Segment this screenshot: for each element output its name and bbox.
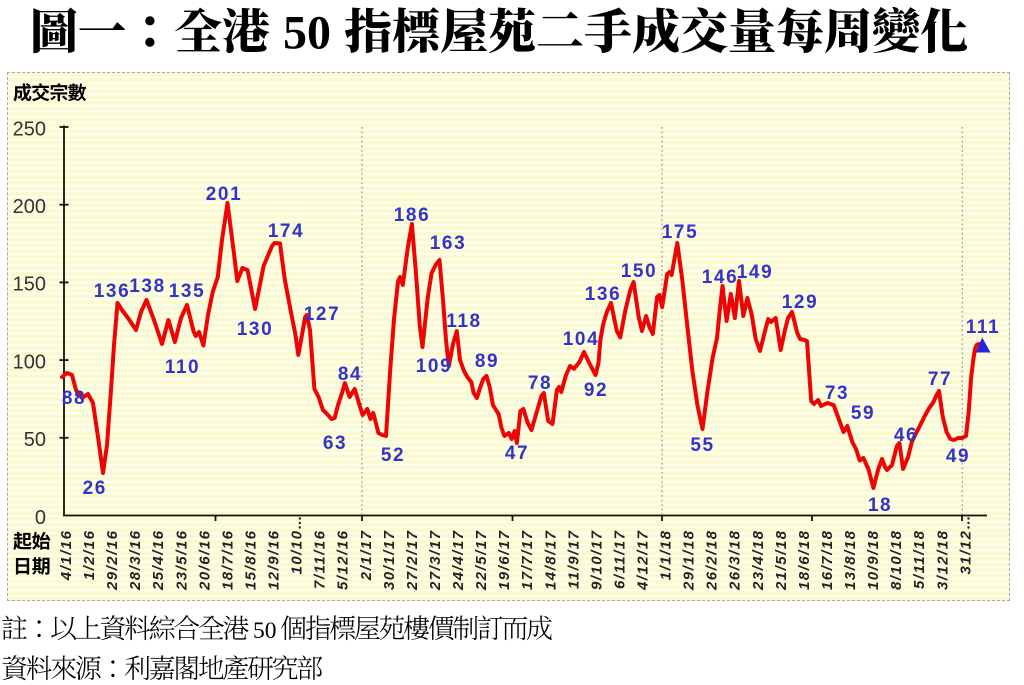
svg-text:18/7/16: 18/7/16 xyxy=(219,530,236,591)
svg-text:6/11/17: 6/11/17 xyxy=(611,530,628,589)
svg-text:50: 50 xyxy=(283,7,331,60)
svg-text:22/5/17: 22/5/17 xyxy=(473,530,490,592)
svg-text:174: 174 xyxy=(268,221,305,242)
svg-text:52: 52 xyxy=(381,445,405,466)
svg-text:92: 92 xyxy=(584,380,608,401)
svg-text:136: 136 xyxy=(94,281,131,302)
svg-text:146: 146 xyxy=(702,267,739,288)
svg-text:18: 18 xyxy=(868,495,892,516)
svg-text:129: 129 xyxy=(782,292,819,313)
svg-text:186: 186 xyxy=(394,205,431,226)
svg-text:10/10: 10/10 xyxy=(289,530,306,575)
svg-text:31/12: 31/12 xyxy=(957,530,974,575)
svg-text:13/8/18: 13/8/18 xyxy=(842,530,859,591)
svg-text:23/4/18: 23/4/18 xyxy=(750,530,767,592)
svg-text:26: 26 xyxy=(83,478,107,499)
svg-text:111: 111 xyxy=(966,317,1000,338)
svg-text:2/1/17: 2/1/17 xyxy=(358,530,375,582)
svg-text:136: 136 xyxy=(585,284,622,305)
svg-text:100: 100 xyxy=(13,351,46,373)
svg-text:4/1/16: 4/1/16 xyxy=(58,530,75,582)
svg-text:150: 150 xyxy=(621,261,658,282)
svg-text:149: 149 xyxy=(737,262,774,283)
svg-text:201: 201 xyxy=(206,184,243,205)
svg-text:138: 138 xyxy=(129,276,166,297)
svg-text:77: 77 xyxy=(928,369,952,390)
svg-text:135: 135 xyxy=(169,281,206,302)
svg-text:59: 59 xyxy=(851,403,875,424)
svg-text:18/6/18: 18/6/18 xyxy=(796,530,813,591)
svg-text:46: 46 xyxy=(894,425,918,446)
svg-text:49: 49 xyxy=(946,446,970,467)
svg-text:3/12/18: 3/12/18 xyxy=(934,530,951,591)
svg-text:127: 127 xyxy=(304,304,341,325)
svg-text:21/5/18: 21/5/18 xyxy=(773,530,790,592)
svg-text:30/1/17: 30/1/17 xyxy=(381,530,398,591)
svg-text:12/9/16: 12/9/16 xyxy=(266,530,283,591)
svg-text:175: 175 xyxy=(662,222,699,243)
svg-text:109: 109 xyxy=(416,356,453,377)
svg-text:20/6/16: 20/6/16 xyxy=(196,530,213,592)
svg-text:50: 50 xyxy=(253,618,277,644)
svg-text:1/1/18: 1/1/18 xyxy=(658,530,675,581)
svg-text:8/10/18: 8/10/18 xyxy=(888,530,905,591)
svg-text:19/6/17: 19/6/17 xyxy=(496,530,513,591)
svg-text:17/7/17: 17/7/17 xyxy=(519,530,536,591)
svg-text:10/9/18: 10/9/18 xyxy=(865,530,882,591)
svg-text:25/4/16: 25/4/16 xyxy=(150,530,167,592)
svg-text:250: 250 xyxy=(13,118,46,140)
svg-text:78: 78 xyxy=(528,373,552,394)
svg-text:88: 88 xyxy=(62,388,86,409)
svg-text:5/12/16: 5/12/16 xyxy=(335,530,352,591)
svg-text:5/11/18: 5/11/18 xyxy=(911,530,928,589)
svg-text:104: 104 xyxy=(563,329,600,350)
svg-text:89: 89 xyxy=(475,351,499,372)
svg-text:29/2/16: 29/2/16 xyxy=(104,530,121,592)
svg-text:163: 163 xyxy=(430,233,467,254)
svg-text:24/4/17: 24/4/17 xyxy=(450,530,467,592)
svg-text:11/9/17: 11/9/17 xyxy=(565,530,582,589)
svg-text:26/2/18: 26/2/18 xyxy=(704,530,721,592)
svg-text:14/8/17: 14/8/17 xyxy=(542,530,559,591)
svg-text:27/2/17: 27/2/17 xyxy=(404,530,421,592)
svg-text:26/3/18: 26/3/18 xyxy=(727,530,744,592)
svg-text:130: 130 xyxy=(237,319,274,340)
svg-text:9/10/17: 9/10/17 xyxy=(588,530,605,591)
svg-text:84: 84 xyxy=(338,364,362,385)
svg-text:0: 0 xyxy=(35,507,46,529)
svg-text:23/5/16: 23/5/16 xyxy=(173,530,190,592)
svg-text:27/3/17: 27/3/17 xyxy=(427,530,444,592)
svg-text:110: 110 xyxy=(165,357,200,378)
svg-text:200: 200 xyxy=(13,196,46,218)
svg-text:73: 73 xyxy=(825,383,849,404)
svg-text:7/11/16: 7/11/16 xyxy=(312,530,329,589)
svg-text:15/8/16: 15/8/16 xyxy=(243,530,260,591)
svg-text:28/3/16: 28/3/16 xyxy=(127,530,144,592)
svg-text:4/12/17: 4/12/17 xyxy=(635,530,652,592)
svg-text:1/2/16: 1/2/16 xyxy=(81,530,98,581)
svg-text:50: 50 xyxy=(24,429,46,451)
svg-text:150: 150 xyxy=(13,274,46,296)
svg-text:63: 63 xyxy=(323,433,347,454)
svg-text:47: 47 xyxy=(505,443,529,464)
svg-text:118: 118 xyxy=(446,311,481,332)
svg-text:16/7/18: 16/7/18 xyxy=(819,530,836,591)
svg-text:55: 55 xyxy=(690,435,714,456)
svg-text:29/1/18: 29/1/18 xyxy=(681,530,698,592)
